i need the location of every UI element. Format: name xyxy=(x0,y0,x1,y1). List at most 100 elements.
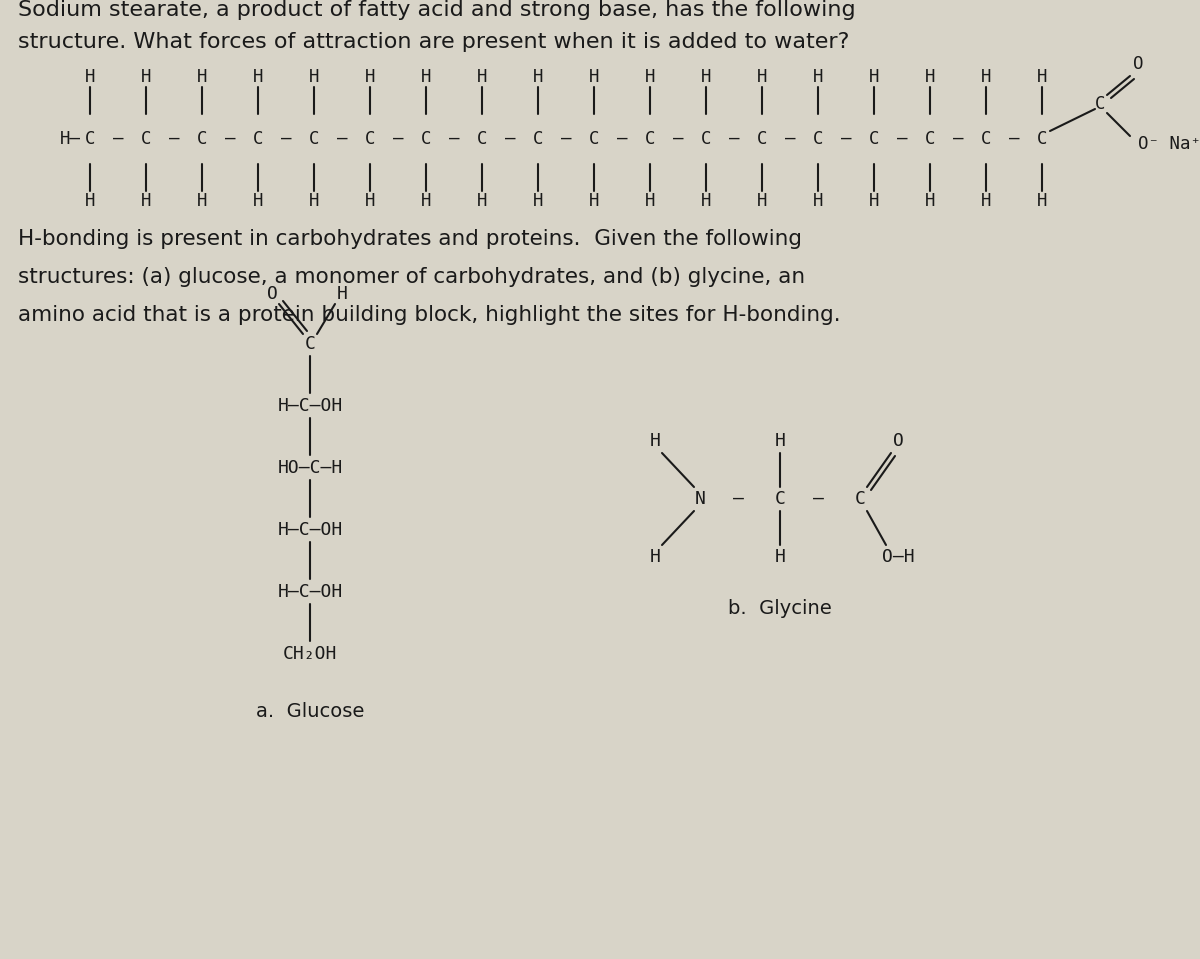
Text: H–C–OH: H–C–OH xyxy=(277,521,343,539)
Text: H: H xyxy=(140,68,151,86)
Text: H: H xyxy=(812,192,823,210)
Text: H: H xyxy=(589,68,599,86)
Text: O⁻ Na⁺: O⁻ Na⁺ xyxy=(1138,135,1200,153)
Text: –: – xyxy=(728,130,739,148)
Text: H: H xyxy=(308,192,319,210)
Text: C: C xyxy=(980,130,991,148)
Text: H: H xyxy=(476,192,487,210)
Text: H: H xyxy=(757,68,767,86)
Text: C: C xyxy=(308,130,319,148)
Text: H: H xyxy=(308,68,319,86)
Text: –: – xyxy=(1009,130,1019,148)
Text: C: C xyxy=(1037,130,1048,148)
Text: C: C xyxy=(812,130,823,148)
Text: H: H xyxy=(421,68,431,86)
Text: –: – xyxy=(841,130,851,148)
Text: O: O xyxy=(1133,55,1144,73)
Text: structure. What forces of attraction are present when it is added to water?: structure. What forces of attraction are… xyxy=(18,32,850,52)
Text: –: – xyxy=(224,130,235,148)
Text: –: – xyxy=(169,130,179,148)
Text: H: H xyxy=(980,192,991,210)
Text: C: C xyxy=(421,130,431,148)
Text: C: C xyxy=(757,130,767,148)
Text: –: – xyxy=(617,130,628,148)
Text: –: – xyxy=(560,130,571,148)
Text: H: H xyxy=(85,192,95,210)
Text: H: H xyxy=(336,285,348,303)
Text: –: – xyxy=(732,490,744,508)
Text: C: C xyxy=(774,490,786,508)
Text: H: H xyxy=(253,192,263,210)
Text: H-bonding is present in carbohydrates and proteins.  Given the following: H-bonding is present in carbohydrates an… xyxy=(18,229,802,249)
Text: C: C xyxy=(701,130,712,148)
Text: H: H xyxy=(85,68,95,86)
Text: –: – xyxy=(673,130,683,148)
Text: –: – xyxy=(505,130,515,148)
Text: a.  Glucose: a. Glucose xyxy=(256,702,364,721)
Text: –: – xyxy=(449,130,460,148)
Text: H: H xyxy=(812,68,823,86)
Text: C: C xyxy=(476,130,487,148)
Text: C: C xyxy=(253,130,263,148)
Text: C: C xyxy=(85,130,95,148)
Text: H: H xyxy=(925,192,935,210)
Text: H–C–OH: H–C–OH xyxy=(277,397,343,415)
Text: H: H xyxy=(589,192,599,210)
Text: N: N xyxy=(695,490,706,508)
Text: C: C xyxy=(197,130,208,148)
Text: C: C xyxy=(533,130,544,148)
Text: H: H xyxy=(140,192,151,210)
Text: –: – xyxy=(896,130,907,148)
Text: H: H xyxy=(774,432,786,450)
Text: –: – xyxy=(281,130,292,148)
Text: C: C xyxy=(365,130,376,148)
Text: H: H xyxy=(701,68,712,86)
Text: C: C xyxy=(854,490,865,508)
Text: C: C xyxy=(1094,95,1105,113)
Text: H: H xyxy=(774,548,786,566)
Text: C: C xyxy=(589,130,599,148)
Text: structures: (a) glucose, a monomer of carbohydrates, and (b) glycine, an: structures: (a) glucose, a monomer of ca… xyxy=(18,267,805,287)
Text: H: H xyxy=(1037,68,1048,86)
Text: H: H xyxy=(869,192,880,210)
Text: –: – xyxy=(785,130,796,148)
Text: H: H xyxy=(757,192,767,210)
Text: C: C xyxy=(140,130,151,148)
Text: H–: H– xyxy=(60,130,82,148)
Text: H: H xyxy=(869,68,880,86)
Text: Sodium stearate, a product of fatty acid and strong base, has the following: Sodium stearate, a product of fatty acid… xyxy=(18,0,856,20)
Text: C: C xyxy=(925,130,935,148)
Text: H: H xyxy=(421,192,431,210)
Text: H: H xyxy=(197,68,208,86)
Text: H: H xyxy=(644,192,655,210)
Text: H: H xyxy=(533,192,544,210)
Text: H–C–OH: H–C–OH xyxy=(277,583,343,601)
Text: H: H xyxy=(197,192,208,210)
Text: C: C xyxy=(869,130,880,148)
Text: C: C xyxy=(644,130,655,148)
Text: O–H: O–H xyxy=(882,548,914,566)
Text: H: H xyxy=(253,68,263,86)
Text: O: O xyxy=(893,432,904,450)
Text: H: H xyxy=(476,68,487,86)
Text: H: H xyxy=(365,68,376,86)
Text: –: – xyxy=(113,130,124,148)
Text: –: – xyxy=(953,130,964,148)
Text: b.  Glycine: b. Glycine xyxy=(728,599,832,618)
Text: H: H xyxy=(980,68,991,86)
Text: O: O xyxy=(266,285,277,303)
Text: –: – xyxy=(337,130,347,148)
Text: CH₂OH: CH₂OH xyxy=(283,645,337,663)
Text: H: H xyxy=(925,68,935,86)
Text: H: H xyxy=(649,548,660,566)
Text: –: – xyxy=(812,490,823,508)
Text: amino acid that is a protein building block, highlight the sites for H-bonding.: amino acid that is a protein building bl… xyxy=(18,305,841,325)
Text: H: H xyxy=(533,68,544,86)
Text: H: H xyxy=(365,192,376,210)
Text: H: H xyxy=(644,68,655,86)
Text: C: C xyxy=(305,335,316,353)
Text: H: H xyxy=(701,192,712,210)
Text: –: – xyxy=(392,130,403,148)
Text: H: H xyxy=(649,432,660,450)
Text: HO–C–H: HO–C–H xyxy=(277,459,343,477)
